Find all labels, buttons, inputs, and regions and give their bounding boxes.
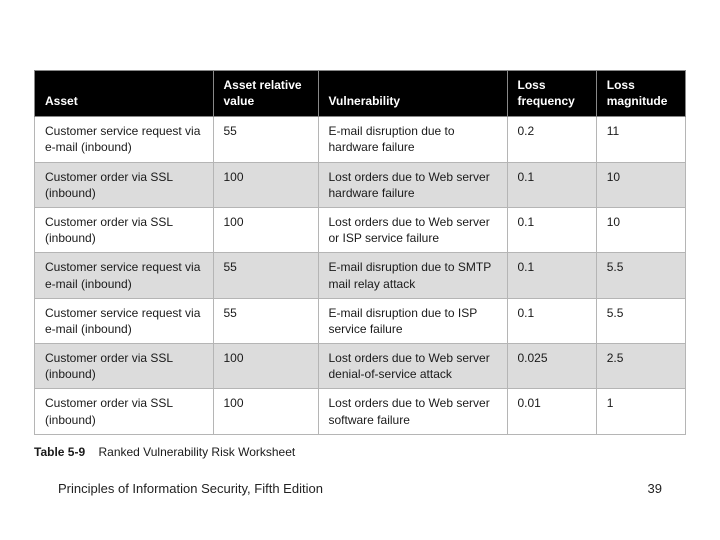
table-row: Customer order via SSL (inbound) 100 Los… [35,162,686,207]
cell-vulnerability: E-mail disruption due to ISP service fai… [318,298,507,343]
table-container: Asset Asset relative value Vulnerability… [34,70,686,459]
col-header-asset: Asset [35,71,214,117]
cell-value: 55 [213,253,318,298]
table-body: Customer service request via e-mail (inb… [35,117,686,435]
cell-magnitude: 10 [596,207,685,252]
cell-magnitude: 2.5 [596,344,685,389]
cell-vulnerability: Lost orders due to Web server or ISP ser… [318,207,507,252]
cell-asset: Customer order via SSL (inbound) [35,389,214,434]
cell-asset: Customer service request via e-mail (inb… [35,117,214,162]
cell-vulnerability: Lost orders due to Web server denial-of-… [318,344,507,389]
table-row: Customer order via SSL (inbound) 100 Los… [35,344,686,389]
cell-value: 100 [213,389,318,434]
cell-value: 100 [213,162,318,207]
cell-frequency: 0.1 [507,207,596,252]
cell-frequency: 0.025 [507,344,596,389]
cell-magnitude: 5.5 [596,253,685,298]
cell-frequency: 0.1 [507,253,596,298]
cell-vulnerability: E-mail disruption due to hardware failur… [318,117,507,162]
cell-value: 55 [213,117,318,162]
cell-asset: Customer service request via e-mail (inb… [35,253,214,298]
cell-vulnerability: E-mail disruption due to SMTP mail relay… [318,253,507,298]
cell-magnitude: 1 [596,389,685,434]
table-row: Customer order via SSL (inbound) 100 Los… [35,207,686,252]
table-row: Customer service request via e-mail (inb… [35,298,686,343]
cell-asset: Customer service request via e-mail (inb… [35,298,214,343]
cell-magnitude: 10 [596,162,685,207]
cell-frequency: 0.1 [507,298,596,343]
table-row: Customer service request via e-mail (inb… [35,117,686,162]
page-footer: Principles of Information Security, Fift… [58,481,662,496]
risk-table: Asset Asset relative value Vulnerability… [34,70,686,435]
cell-vulnerability: Lost orders due to Web server software f… [318,389,507,434]
table-row: Customer service request via e-mail (inb… [35,253,686,298]
col-header-magnitude: Loss magnitude [596,71,685,117]
cell-frequency: 0.2 [507,117,596,162]
cell-value: 100 [213,207,318,252]
footer-page-number: 39 [648,481,662,496]
col-header-frequency: Loss frequency [507,71,596,117]
cell-asset: Customer order via SSL (inbound) [35,344,214,389]
cell-frequency: 0.1 [507,162,596,207]
cell-magnitude: 5.5 [596,298,685,343]
caption-title: Ranked Vulnerability Risk Worksheet [98,445,295,459]
cell-value: 100 [213,344,318,389]
cell-frequency: 0.01 [507,389,596,434]
cell-vulnerability: Lost orders due to Web server hardware f… [318,162,507,207]
cell-magnitude: 11 [596,117,685,162]
cell-value: 55 [213,298,318,343]
caption-label: Table 5-9 [34,445,85,459]
footer-source: Principles of Information Security, Fift… [58,481,323,496]
table-caption: Table 5-9 Ranked Vulnerability Risk Work… [34,445,686,459]
cell-asset: Customer order via SSL (inbound) [35,162,214,207]
table-row: Customer order via SSL (inbound) 100 Los… [35,389,686,434]
table-header-row: Asset Asset relative value Vulnerability… [35,71,686,117]
col-header-value: Asset relative value [213,71,318,117]
col-header-vulnerability: Vulnerability [318,71,507,117]
cell-asset: Customer order via SSL (inbound) [35,207,214,252]
